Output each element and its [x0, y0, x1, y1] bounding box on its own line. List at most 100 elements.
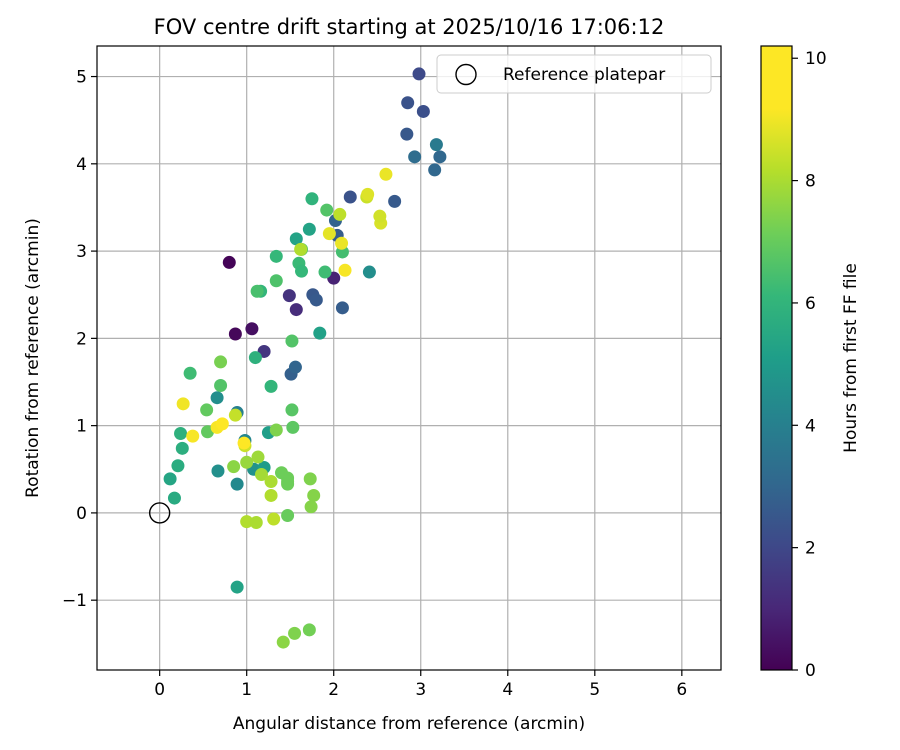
data-point-41: [174, 426, 188, 440]
data-point-80: [264, 488, 278, 502]
data-point-84: [228, 408, 242, 422]
data-point-37: [167, 491, 181, 505]
data-point-9: [416, 104, 430, 118]
data-point-83: [267, 512, 281, 526]
data-point-46: [305, 192, 319, 206]
data-point-72: [302, 623, 316, 637]
x-tick-label: 1: [241, 680, 252, 700]
data-point-4: [289, 303, 303, 317]
data-point-70: [307, 488, 321, 502]
data-point-26: [210, 391, 224, 405]
data-point-20: [408, 150, 422, 164]
data-point-58: [286, 420, 300, 434]
data-point-22: [433, 150, 447, 164]
data-point-11: [400, 127, 414, 141]
data-point-14: [309, 293, 323, 307]
colorbar-ticks: 0 2 4 6 8 10: [792, 49, 827, 681]
data-point-79: [264, 474, 278, 488]
data-point-95: [338, 263, 352, 277]
data-point-62: [214, 355, 228, 369]
x-tick-label: 3: [415, 680, 426, 700]
x-tick-label: 6: [676, 680, 687, 700]
data-point-42: [248, 351, 262, 365]
data-point-93: [322, 227, 336, 241]
data-point-86: [294, 242, 308, 256]
data-point-75: [227, 460, 241, 474]
y-tick-label: 4: [76, 155, 87, 175]
x-tick-label: 4: [502, 680, 513, 700]
data-point-59: [214, 378, 228, 392]
x-tick-label: 0: [154, 680, 165, 700]
data-point-89: [373, 209, 387, 223]
data-point-96: [176, 397, 190, 411]
chart-title: FOV centre drift starting at 2025/10/16 …: [154, 15, 665, 39]
data-point-69: [303, 472, 317, 486]
data-point-25: [230, 477, 244, 491]
data-point-52: [250, 284, 264, 298]
data-point-0: [222, 255, 236, 269]
data-point-17: [288, 360, 302, 374]
data-point-48: [295, 264, 309, 278]
x-tick-label: 5: [589, 680, 600, 700]
data-point-35: [313, 326, 327, 340]
colorbar-label: Hours from first FF file: [841, 263, 861, 453]
colorbar-tick-label: 4: [805, 416, 816, 436]
data-point-78: [254, 468, 268, 482]
data-point-34: [362, 265, 376, 279]
data-points: [163, 67, 447, 649]
data-point-81: [240, 515, 254, 529]
data-point-2: [245, 322, 259, 336]
data-point-23: [429, 138, 443, 152]
colorbar-tick-label: 6: [805, 294, 816, 314]
data-point-97: [186, 429, 200, 443]
data-point-51: [183, 366, 197, 380]
data-point-44: [269, 249, 283, 263]
data-point-33: [302, 222, 316, 236]
x-axis-ticks: 0 1 2 3 4 5 6: [154, 670, 687, 700]
data-point-49: [318, 265, 332, 279]
data-point-27: [211, 464, 225, 478]
colorbar: 0 2 4 6 8 10 Hours from first FF file: [760, 45, 861, 681]
data-point-74: [276, 635, 290, 649]
data-point-10: [343, 190, 357, 204]
data-point-54: [320, 203, 334, 217]
legend-entry-label: Reference platepar: [503, 65, 665, 85]
data-point-5: [282, 289, 296, 303]
data-point-60: [200, 403, 214, 417]
y-tick-label: 1: [76, 417, 87, 437]
colorbar-tick-label: 2: [805, 539, 816, 559]
data-point-32: [289, 232, 303, 246]
data-point-56: [285, 334, 299, 348]
data-point-38: [163, 472, 177, 486]
y-axis-label: Rotation from reference (arcmin): [23, 218, 43, 498]
y-tick-label: 0: [76, 504, 87, 524]
data-point-12: [388, 194, 402, 208]
data-point-53: [269, 274, 283, 288]
colorbar-tick-label: 8: [805, 172, 816, 192]
data-point-71: [304, 500, 318, 514]
data-point-100: [237, 436, 251, 450]
x-axis-label: Angular distance from reference (arcmin): [233, 714, 585, 734]
data-point-36: [230, 580, 244, 594]
colorbar-tick-label: 0: [805, 661, 816, 681]
data-point-7: [412, 67, 426, 81]
data-point-57: [285, 403, 299, 417]
data-point-15: [335, 301, 349, 315]
y-tick-label: 5: [76, 68, 87, 88]
reference-platepar-marker: [148, 502, 171, 524]
data-point-94: [335, 236, 349, 250]
data-point-87: [333, 207, 347, 221]
data-point-82: [249, 516, 263, 530]
x-tick-label: 2: [328, 680, 339, 700]
data-point-43: [264, 379, 278, 393]
y-axis-ticks: −1 0 1 2 3 4 5: [62, 68, 97, 611]
data-point-63: [269, 423, 283, 437]
data-point-8: [401, 96, 415, 110]
data-point-67: [281, 477, 295, 491]
data-point-76: [240, 455, 254, 469]
data-point-91: [361, 187, 375, 201]
plot-frame: [96, 45, 722, 671]
colorbar-tick-label: 10: [805, 49, 827, 69]
legend-box: [436, 54, 712, 94]
